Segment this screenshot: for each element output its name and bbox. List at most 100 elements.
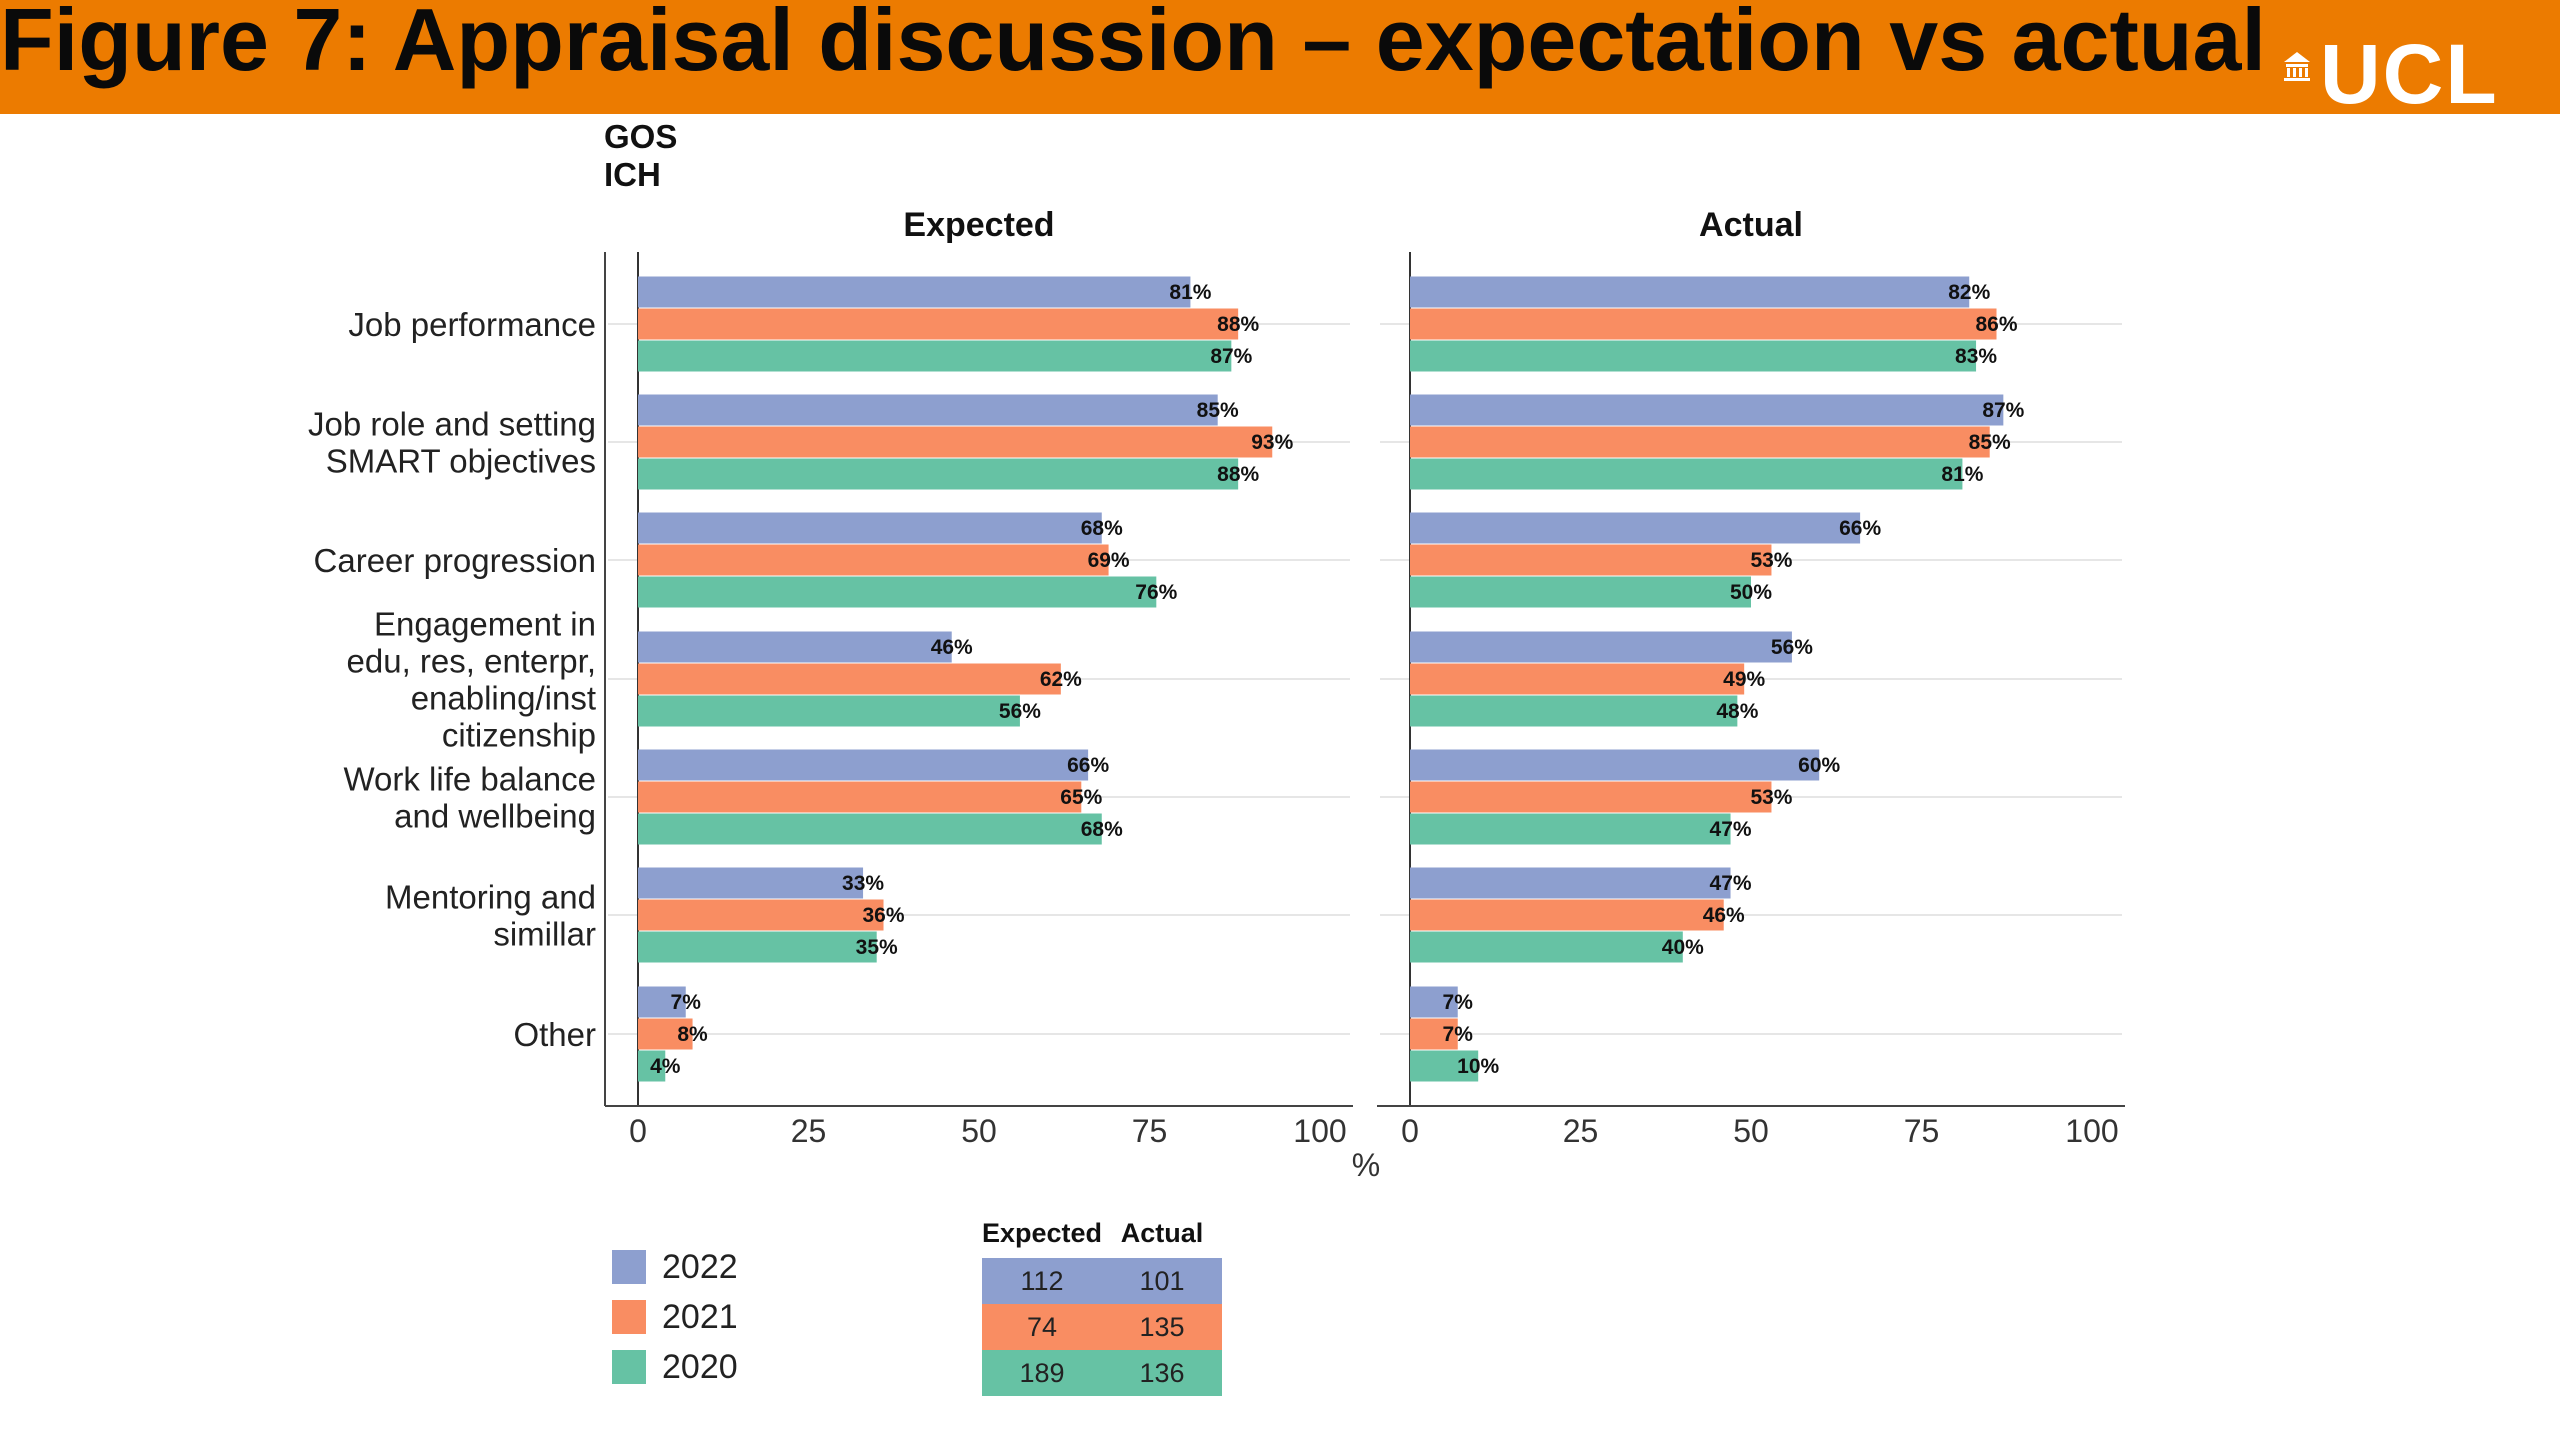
category-label-line: Job performance	[348, 306, 596, 343]
legend-item: 2021	[612, 1300, 812, 1340]
data-label: 56%	[999, 700, 1041, 723]
bar-2020	[1410, 931, 1683, 963]
bar-2021	[1410, 663, 1745, 695]
counts-header-actual: Actual	[1120, 1218, 1204, 1248]
bar-2020	[1410, 576, 1751, 608]
category-label: Engagement in edu, res, enterpr, enabling/…	[347, 606, 596, 754]
bar-2020	[638, 340, 1232, 372]
data-label: 46%	[1703, 904, 1745, 927]
data-label: 88%	[1217, 463, 1259, 486]
data-label: 81%	[1169, 281, 1211, 304]
data-label: 81%	[1941, 463, 1983, 486]
x-tick-label: 100	[2065, 1113, 2118, 1149]
bar-2021	[638, 899, 884, 931]
data-label: 66%	[1067, 754, 1109, 777]
category-label-line: and wellbeing	[394, 798, 596, 835]
panel-title: Expected	[903, 206, 1054, 244]
title-bar: Figure 7: Appraisal discussion – expecta…	[0, 0, 2560, 116]
data-label: 8%	[677, 1023, 708, 1046]
legend-label: 2020	[662, 1348, 738, 1386]
bar-2022	[1410, 631, 1792, 663]
data-label: 68%	[1081, 517, 1123, 540]
data-label: 65%	[1060, 786, 1102, 809]
bar-2021	[638, 663, 1061, 695]
ucl-logo: UCL	[2282, 32, 2532, 116]
portico-icon	[2284, 52, 2310, 81]
bar-2021	[1410, 308, 1997, 340]
category-label-line: Job role and setting	[308, 406, 596, 443]
category-label: Job role and setting SMART objectives	[308, 406, 596, 480]
bar-2022	[638, 749, 1089, 781]
counts-cell-actual: 135	[1139, 1312, 1185, 1342]
bar-2021	[638, 544, 1109, 576]
category-label-line: Career progression	[314, 542, 596, 579]
category-label: Other	[513, 1016, 596, 1053]
category-label-line: edu, res, enterpr,	[347, 643, 596, 680]
data-label: 86%	[1976, 313, 2018, 336]
bar-2022	[638, 276, 1191, 308]
data-label: 82%	[1948, 281, 1990, 304]
data-label: 56%	[1771, 636, 1813, 659]
bar-2022	[1410, 867, 1731, 899]
bar-2022	[1410, 276, 1970, 308]
x-tick-label: 25	[1563, 1113, 1599, 1149]
data-label: 36%	[863, 904, 905, 927]
bar-2020	[1410, 1050, 1479, 1082]
data-label: 7%	[671, 991, 702, 1014]
bar-2020	[1410, 458, 1963, 490]
legend-swatch	[612, 1350, 646, 1384]
data-label: 87%	[1982, 399, 2024, 422]
data-label: 49%	[1723, 668, 1765, 691]
data-label: 68%	[1081, 818, 1123, 841]
data-label: 40%	[1662, 936, 1704, 959]
x-tick-label: 0	[1401, 1113, 1419, 1149]
data-label: 35%	[856, 936, 898, 959]
legend-swatch	[612, 1300, 646, 1334]
data-label: 4%	[650, 1055, 681, 1078]
x-unit-label: %	[1352, 1147, 1380, 1183]
data-label: 7%	[1443, 991, 1474, 1014]
data-label: 46%	[931, 636, 973, 659]
legend-item: 2022	[612, 1250, 812, 1290]
x-tick-label: 100	[1293, 1113, 1346, 1149]
data-label: 60%	[1798, 754, 1840, 777]
category-label-line: Engagement in	[374, 606, 596, 643]
category-label: Career progression	[314, 542, 596, 579]
bar-2021	[1410, 1018, 1458, 1050]
bar-2020	[1410, 695, 1738, 727]
data-label: 69%	[1088, 549, 1130, 572]
data-label: 62%	[1040, 668, 1082, 691]
data-label: 85%	[1969, 431, 2011, 454]
bar-2022	[638, 631, 952, 663]
bar-2022	[638, 512, 1102, 544]
bar-2020	[1410, 813, 1731, 845]
counts-row: 189 136	[982, 1350, 1222, 1396]
counts-cell-expected: 189	[1019, 1358, 1065, 1388]
data-label: 10%	[1457, 1055, 1499, 1078]
bar-2021	[1410, 781, 1772, 813]
data-label: 53%	[1750, 786, 1792, 809]
x-tick-label: 50	[961, 1113, 997, 1149]
data-label: 85%	[1197, 399, 1239, 422]
bar-2021	[1410, 426, 1990, 458]
category-label: Mentoring and simillar	[385, 879, 596, 953]
category-label: Job performance	[348, 306, 596, 343]
logo-text: UCL	[2320, 27, 2499, 121]
data-label: 93%	[1251, 431, 1293, 454]
category-label-line: Other	[513, 1016, 596, 1053]
data-label: 33%	[842, 872, 884, 895]
bar-2021	[1410, 544, 1772, 576]
bar-2022	[1410, 512, 1861, 544]
bar-2020	[1410, 340, 1977, 372]
data-label: 87%	[1210, 345, 1252, 368]
category-label: Work life balance and wellbeing	[343, 761, 596, 835]
counts-cell-expected: 112	[1020, 1266, 1064, 1296]
bar-2021	[1410, 899, 1724, 931]
counts-cell-expected: 74	[1026, 1312, 1058, 1342]
bar-2022	[1410, 986, 1458, 1018]
bar-2022	[1410, 394, 2004, 426]
category-label-line: Mentoring and	[385, 879, 596, 916]
counts-cell-actual: 101	[1139, 1266, 1185, 1296]
category-label-line: Work life balance	[343, 761, 596, 798]
data-label: 7%	[1443, 1023, 1474, 1046]
